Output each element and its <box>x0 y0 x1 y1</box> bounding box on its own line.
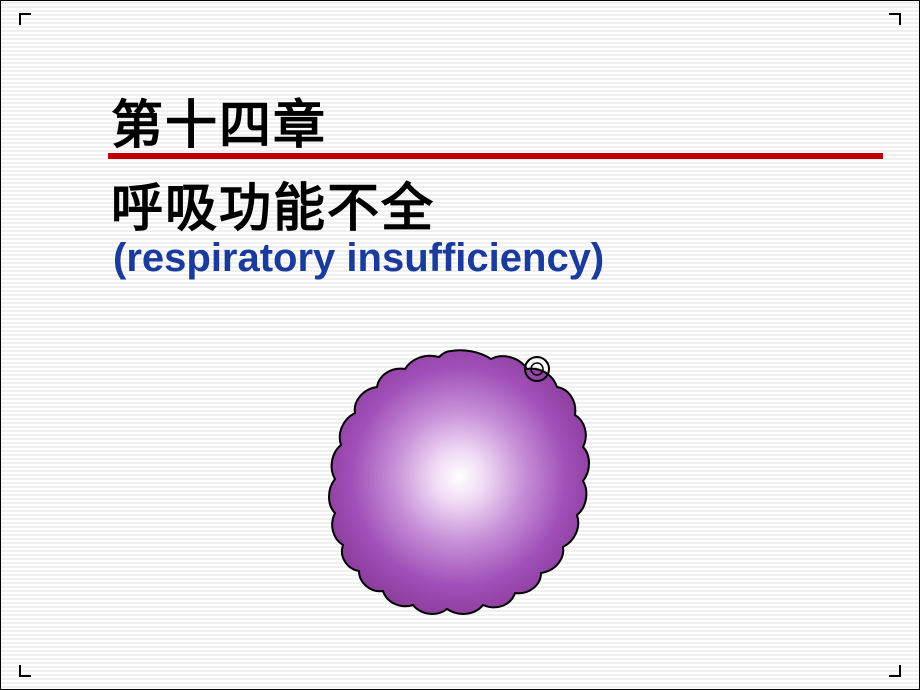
subtitle-chinese: 呼吸功能不全 <box>111 166 435 241</box>
corner-marker-tl <box>19 13 33 27</box>
corner-marker-br <box>887 663 901 677</box>
purple-cloud-icon <box>291 311 611 621</box>
accent-divider <box>108 153 883 159</box>
slide-container: 第十四章 呼吸功能不全 (respiratory insufficiency) <box>1 1 919 689</box>
chapter-title: 第十四章 <box>111 83 327 158</box>
corner-marker-bl <box>19 663 33 677</box>
subtitle-english: (respiratory insufficiency) <box>113 236 604 281</box>
corner-marker-tr <box>887 13 901 27</box>
cloud-illustration <box>291 311 611 621</box>
